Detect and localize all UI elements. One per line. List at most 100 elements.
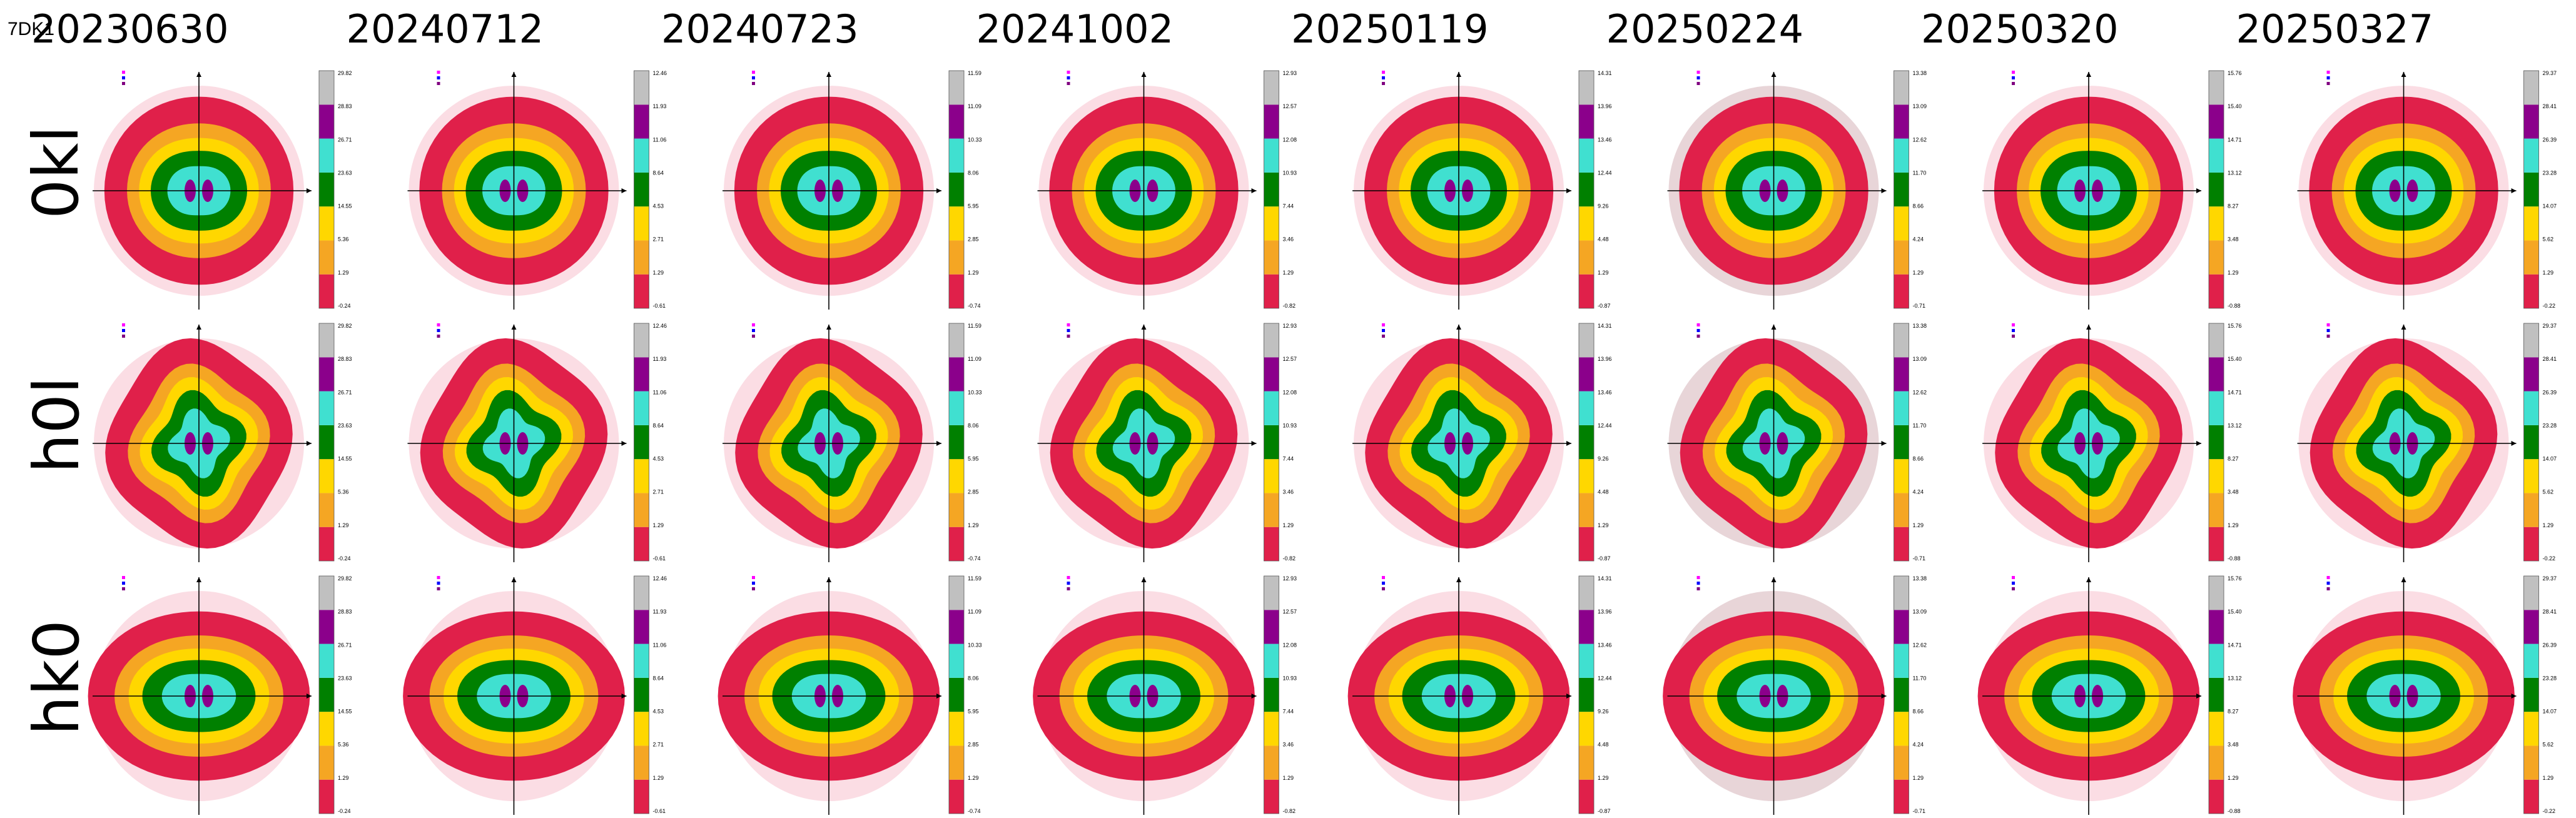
colorbar-segment: [949, 677, 964, 712]
colorbar-segment: [1894, 425, 1909, 460]
colorbar-segment: [2523, 206, 2539, 241]
legend-swatch: [437, 76, 440, 79]
colorbar-segment: [319, 71, 334, 105]
axis-arrow: [621, 441, 627, 446]
colorbar-tick-label: 28.83: [338, 103, 352, 109]
axis-arrow: [621, 188, 627, 193]
colorbar-tick-label: 15.76: [2228, 575, 2242, 582]
axis-arrow: [307, 441, 312, 446]
colorbar-tick-label: 1.29: [1598, 270, 1609, 276]
colorbar-tick-label: -0.71: [1913, 808, 1926, 814]
colorbar-segment: [949, 274, 964, 308]
colorbar-segment: [319, 745, 334, 780]
legend-swatch: [2012, 82, 2015, 85]
colorbar-segment: [949, 745, 964, 780]
colorbar-tick-label: 29.37: [2543, 70, 2557, 76]
colorbar-tick-label: 13.12: [2228, 169, 2242, 176]
legend-swatch: [2012, 582, 2015, 585]
colorbar-segment: [319, 357, 334, 391]
colorbar-tick-label: 11.70: [1913, 422, 1927, 428]
legend-swatch: [1382, 576, 1385, 579]
colorbar-segment: [2523, 274, 2539, 308]
colorbar-segment: [2523, 459, 2539, 493]
legend-swatch: [2012, 329, 2015, 332]
colorbar-tick-label: -0.87: [1598, 303, 1611, 309]
heatmap-panel: 12.46 11.93 11.06 8.64 4.53 2.71 1.29 -0.61: [407, 70, 667, 310]
colorbar-tick-label: 1.29: [1913, 775, 1924, 781]
colorbar-segment: [1579, 357, 1594, 391]
colorbar-segment: [1264, 677, 1279, 712]
colorbar-tick-label: 8.64: [653, 169, 664, 176]
colorbar-frame: [634, 323, 649, 562]
legend-swatch: [2012, 71, 2015, 74]
colorbar-tick-label: 4.48: [1598, 489, 1609, 495]
colorbar-segment: [2523, 644, 2539, 678]
colorbar-frame: [318, 70, 335, 309]
axis-arrow: [826, 72, 831, 77]
colorbar-segment: [319, 677, 334, 712]
axis-arrow: [1141, 577, 1147, 582]
colorbar-tick-label: 10.33: [968, 642, 982, 648]
heatmap-panel: 11.59 11.09 10.33 8.06 5.95 2.85 1.29 -0.74: [723, 323, 982, 562]
colorbar-tick-label: 2.71: [653, 742, 664, 748]
heatmap-panel: 14.31 13.96 13.46 12.44 9.26 4.48 1.29 -0.87: [1352, 70, 1612, 310]
colorbar-tick-label: -0.61: [653, 808, 666, 814]
colorbar-segment: [1894, 323, 1909, 358]
colorbar-segment: [949, 459, 964, 493]
legend-swatch: [122, 82, 125, 85]
colorbar-tick-label: 3.46: [1283, 742, 1294, 748]
axis-arrow: [511, 72, 517, 77]
colorbar-tick-label: 26.39: [2543, 136, 2557, 143]
colorbar-tick-label: 8.27: [2228, 709, 2239, 715]
colorbar-segment: [319, 274, 334, 308]
colorbar-segment: [2523, 527, 2539, 561]
colorbar-segment: [1264, 323, 1279, 358]
colorbar-tick-label: 9.26: [1598, 456, 1609, 462]
colorbar-frame: [2523, 323, 2539, 562]
colorbar-segment: [949, 576, 964, 610]
colorbar-tick-label: 9.26: [1598, 709, 1609, 715]
colorbar-tick-label: 1.29: [653, 522, 664, 528]
dataset-label: 7DK1: [8, 19, 55, 39]
colorbar-segment: [1894, 712, 1909, 746]
row-label-text: h0l: [19, 376, 93, 473]
colorbar-segment: [1894, 391, 1909, 425]
colorbar-segment: [1579, 527, 1594, 561]
colorbar-segment: [949, 206, 964, 241]
heatmap-panel: 11.59 11.09 10.33 8.06 5.95 2.85 1.29 -0.74: [723, 70, 982, 310]
axis-arrow: [1566, 441, 1571, 446]
colorbar-tick-label: 13.12: [2228, 675, 2242, 681]
legend-swatch: [1382, 582, 1385, 585]
colorbar-segment: [1579, 425, 1594, 460]
colorbar-segment: [1894, 677, 1909, 712]
legend-swatch: [2326, 576, 2330, 579]
colorbar-segment: [1894, 610, 1909, 644]
colorbar-segment: [949, 357, 964, 391]
colorbar-segment: [1894, 172, 1909, 207]
colorbar-tick-label: 15.76: [2228, 70, 2242, 76]
colorbar-tick-label: 13.96: [1598, 356, 1612, 362]
legend-swatch: [1696, 82, 1700, 85]
colorbar-tick-label: -0.24: [338, 808, 351, 814]
colorbar-tick-label: 1.29: [2543, 270, 2554, 276]
colorbar-tick-label: 15.40: [2228, 103, 2242, 109]
colorbar-tick-label: -0.82: [1283, 303, 1296, 309]
colorbar-segment: [2209, 425, 2224, 460]
colorbar-tick-label: 11.09: [968, 103, 981, 109]
colorbar-segment: [1264, 425, 1279, 460]
colorbar-tick-label: 1.29: [2543, 775, 2554, 781]
axis-arrow: [196, 72, 201, 77]
colorbar-segment: [949, 104, 964, 139]
colorbar-tick-label: 8.64: [653, 675, 664, 681]
colorbar-tick-label: 3.48: [2228, 742, 2239, 748]
legend-swatch: [2326, 582, 2330, 585]
colorbar-segment: [319, 644, 334, 678]
colorbar-tick-label: 7.44: [1283, 456, 1294, 462]
colorbar-frame: [1578, 323, 1595, 562]
colorbar-tick-label: 5.95: [968, 456, 979, 462]
axis-arrow: [307, 188, 312, 193]
axis-arrow: [2511, 188, 2517, 193]
legend-swatch: [437, 323, 440, 326]
colorbar-tick-label: 8.27: [2228, 203, 2239, 210]
